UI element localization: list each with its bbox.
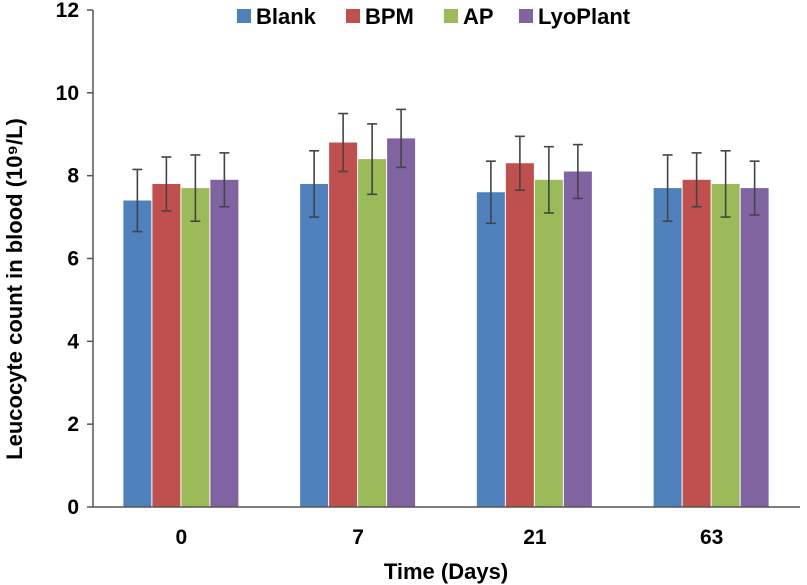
bar-bpm-day-21 [505,163,534,507]
bar-bpm-day-7 [329,142,358,508]
y-tick-label: 4 [67,330,79,353]
bar-lyoplant-day-21 [563,171,592,507]
legend: Blank BPM AP LyoPlant [237,4,631,29]
x-tick-label: 21 [523,526,547,549]
y-tick-label: 8 [67,165,79,188]
y-tick-label: 12 [56,0,79,22]
bar-ap-day-21 [534,179,563,507]
legend-label-lyoplant: LyoPlant [538,4,631,29]
bar-blank-day-21 [476,192,505,507]
y-axis-title: Leucocyte count in blood (10⁹/L) [2,118,27,460]
bar-lyoplant-day-63 [740,188,769,507]
bar-ap-day-0 [181,188,210,507]
x-axis-title: Time (Days) [384,559,508,584]
axes: 0 2 4 6 8 10 12 0 7 21 63 [56,0,800,549]
x-tick-label: 63 [700,526,723,549]
bar-lyoplant-day-0 [210,179,239,507]
bar-blank-day-63 [653,188,682,507]
bar-blank-day-7 [300,183,329,507]
bar-lyoplant-day-7 [387,138,416,507]
x-tick-label: 7 [352,526,364,549]
legend-label-bpm: BPM [365,4,414,29]
y-tick-label: 0 [67,496,79,519]
legend-label-blank: Blank [256,4,317,29]
legend-label-ap: AP [463,4,494,29]
legend-swatch-lyoplant [519,9,533,23]
bar-bpm-day-0 [152,183,181,507]
bar-blank-day-0 [123,200,152,507]
legend-swatch-bpm [346,9,360,23]
error-bars-layer [132,108,760,233]
legend-swatch-ap [444,9,458,23]
y-tick-label: 10 [56,82,79,105]
x-tick-label: 0 [176,526,188,549]
legend-swatch-blank [237,9,251,23]
bars-layer [123,138,769,508]
y-tick-label: 2 [67,413,79,436]
bar-bpm-day-63 [682,179,711,507]
bar-ap-day-63 [711,183,740,507]
bar-ap-day-7 [358,159,387,507]
y-tick-label: 6 [67,248,79,271]
